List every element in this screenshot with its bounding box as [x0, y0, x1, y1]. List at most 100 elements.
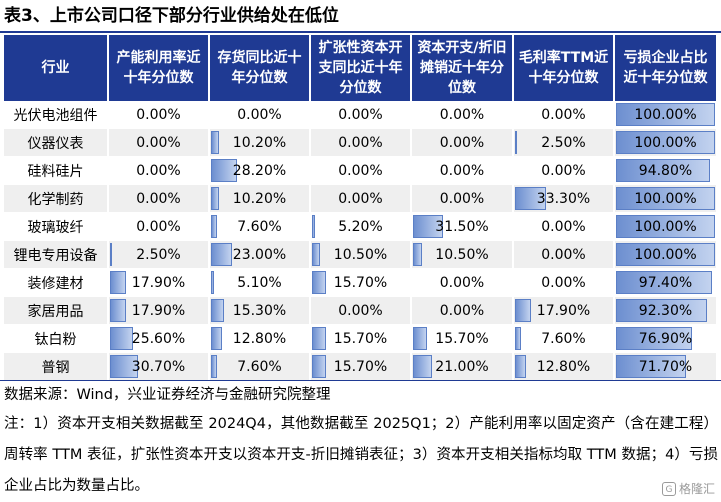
table-row: 装修建材 17.90% 5.10% 15.70% 0.00% 0.00% 97.40%: [4, 268, 716, 297]
table-row: 普钢 30.70% 7.60% 15.70% 21.00% 12.80% 71.70%: [4, 352, 716, 381]
value-cell: 0.00%: [411, 184, 514, 213]
table-row: 锂电专用设备 2.50% 23.00% 10.50% 10.50% 0.00% 100.00…: [4, 240, 716, 269]
table-row: 化学制药 0.00% 10.20% 0.00% 0.00% 33.30% 100.00%: [4, 184, 716, 213]
value-cell: 17.90%: [108, 296, 210, 325]
value-text: 0.00%: [237, 106, 282, 123]
value-text: 0.00%: [338, 134, 383, 151]
data-bar: [616, 327, 692, 350]
header-capex-to-depreciation: 资本开支/折旧摊销近十年分位数: [411, 35, 514, 101]
value-cell: 15.30%: [209, 296, 311, 325]
table-row: 钛白粉 25.60% 12.80% 15.70% 15.70% 7.60% 76.90%: [4, 324, 716, 353]
value-text: 0.00%: [541, 106, 586, 123]
data-bar: [211, 131, 220, 154]
value-cell: 0.00%: [513, 268, 615, 297]
data-bar: [110, 355, 139, 378]
value-text: 31.50%: [435, 218, 489, 235]
watermark-text: 格隆汇: [678, 482, 715, 496]
value-cell: 15.70%: [310, 324, 412, 353]
value-cell: 25.60%: [108, 324, 210, 353]
value-text: 0.00%: [541, 162, 586, 179]
value-text: 0.00%: [136, 134, 181, 151]
header-inventory-yoy: 存货同比近十年分位数: [209, 35, 311, 101]
value-text: 10.50%: [333, 246, 388, 263]
value-text: 15.70%: [333, 274, 388, 291]
value-text: 100.00%: [634, 190, 697, 207]
data-bar: [515, 131, 517, 154]
industry-cell: 装修建材: [4, 268, 109, 297]
value-text: 0.00%: [136, 190, 181, 207]
value-cell: 71.70%: [614, 352, 716, 381]
value-text: 97.40%: [638, 274, 693, 291]
value-text: 17.90%: [131, 302, 186, 319]
value-text: 17.90%: [131, 274, 186, 291]
value-text: 7.60%: [237, 358, 282, 375]
value-text: 0.00%: [136, 106, 181, 123]
value-text: 76.90%: [638, 330, 693, 347]
header-loss-making-share: 亏损企业占比近十年分位数: [614, 35, 716, 101]
value-text: 94.80%: [638, 162, 693, 179]
data-bar: [110, 243, 112, 266]
header-industry: 行业: [4, 35, 109, 101]
value-text: 0.00%: [541, 246, 586, 263]
industry-cell: 化学制药: [4, 184, 109, 213]
value-cell: 0.00%: [310, 128, 412, 157]
value-cell: 0.00%: [513, 240, 615, 269]
table-row: 硅料硅片 0.00% 28.20% 0.00% 0.00% 0.00% 94.80%: [4, 156, 716, 185]
value-text: 7.60%: [237, 218, 282, 235]
value-cell: 28.20%: [209, 156, 311, 185]
value-cell: 0.00%: [108, 156, 210, 185]
value-text: 0.00%: [439, 190, 485, 207]
value-text: 2.50%: [136, 246, 181, 263]
value-text: 2.50%: [541, 134, 586, 151]
value-text: 15.70%: [333, 358, 388, 375]
value-text: 0.00%: [439, 274, 485, 291]
value-cell: 0.00%: [411, 101, 514, 129]
value-cell: 31.50%: [411, 212, 514, 241]
value-text: 0.00%: [136, 218, 181, 235]
data-bar: [211, 215, 217, 238]
data-bar: [616, 299, 708, 322]
value-text: 12.80%: [232, 330, 287, 347]
value-text: 0.00%: [439, 162, 485, 179]
value-text: 0.00%: [439, 106, 485, 123]
value-cell: 0.00%: [513, 212, 615, 241]
title-divider: [0, 31, 721, 33]
value-cell: 0.00%: [310, 296, 412, 325]
data-bar: [515, 327, 521, 350]
value-cell: 15.70%: [411, 324, 514, 353]
data-bar: [312, 355, 326, 378]
value-cell: 10.20%: [209, 184, 311, 213]
data-bar: [312, 327, 326, 350]
value-cell: 7.60%: [209, 352, 311, 381]
table-row: 玻璃玻纤 0.00% 7.60% 5.20% 31.50% 0.00% 100.00%: [4, 212, 716, 241]
data-bar: [312, 243, 321, 266]
value-text: 7.60%: [541, 330, 586, 347]
value-cell: 5.20%: [310, 212, 412, 241]
data-bar: [312, 215, 316, 238]
data-bar: [616, 355, 687, 378]
value-text: 0.00%: [338, 190, 383, 207]
data-source: 数据来源：Wind，兴业证券经济与金融研究院整理: [4, 387, 331, 403]
value-cell: 0.00%: [411, 128, 514, 157]
value-text: 0.00%: [338, 162, 383, 179]
data-table: 行业 产能利用率近十年分位数 存货同比近十年分位数 扩张性资本开支同比近十年分位…: [4, 35, 716, 381]
value-cell: 100.00%: [614, 240, 716, 269]
data-bar: [312, 271, 326, 294]
industry-cell: 锂电专用设备: [4, 240, 109, 269]
watermark-logo-icon: G: [661, 481, 676, 496]
table-row: 仪器仪表 0.00% 10.20% 0.00% 0.00% 2.50% 100.00%: [4, 128, 716, 157]
value-text: 0.00%: [541, 274, 586, 291]
value-cell: 10.50%: [411, 240, 514, 269]
industry-cell: 普钢: [4, 352, 109, 381]
header-row: 行业 产能利用率近十年分位数 存货同比近十年分位数 扩张性资本开支同比近十年分位…: [4, 35, 716, 101]
value-text: 10.50%: [435, 246, 489, 263]
data-bar: [211, 187, 220, 210]
value-text: 15.70%: [333, 330, 388, 347]
value-cell: 10.50%: [310, 240, 412, 269]
value-text: 92.30%: [638, 302, 693, 319]
header-capacity-utilization: 产能利用率近十年分位数: [108, 35, 210, 101]
data-bar: [110, 327, 134, 350]
data-bar: [413, 215, 443, 238]
value-cell: 21.00%: [411, 352, 514, 381]
data-bar: [211, 327, 222, 350]
